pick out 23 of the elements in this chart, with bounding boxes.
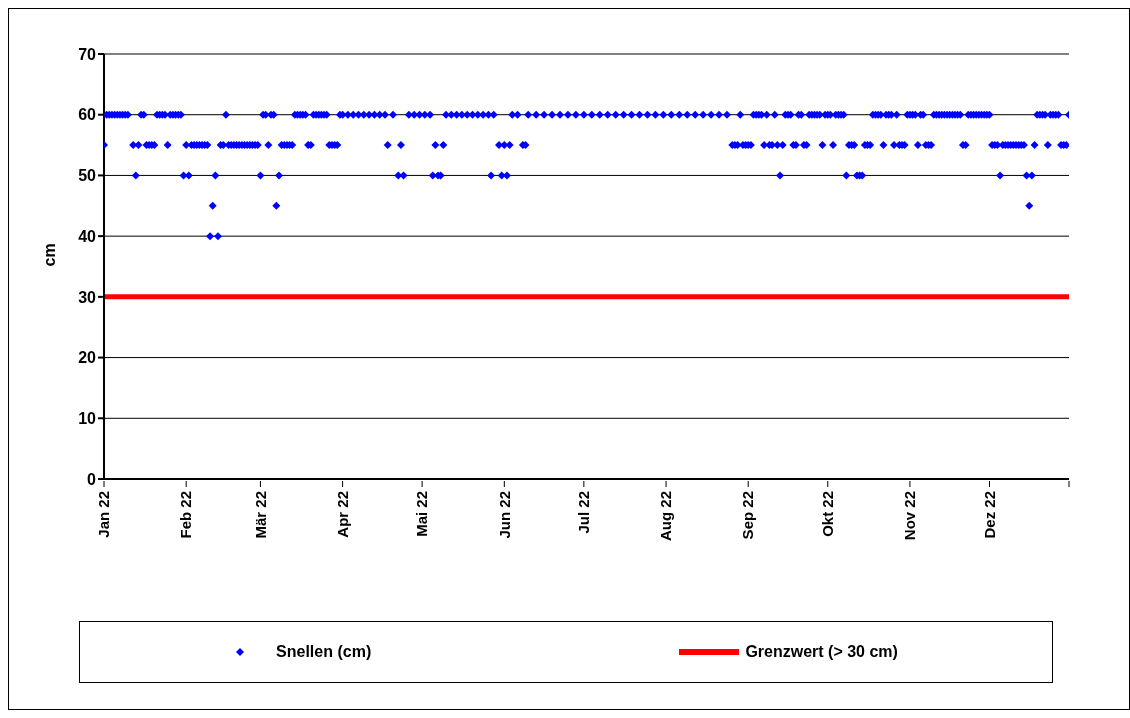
legend-label: Grenzwert (> 30 cm): [745, 643, 898, 661]
y-tick-label: 0: [87, 470, 97, 488]
y-tick-label: 40: [78, 227, 97, 245]
x-tick-label: Nov 22: [901, 491, 919, 541]
x-tick-label: Okt 22: [819, 491, 836, 537]
x-tick-label: Jun 22: [495, 491, 513, 539]
y-axis-title: cm: [40, 243, 58, 267]
x-tick-label: Aug 22: [657, 491, 675, 542]
x-tick-label: Jul 22: [575, 491, 593, 534]
y-tick-label: 50: [78, 167, 97, 185]
x-tick-label: Mai 22: [413, 491, 431, 537]
y-tick-label: 10: [78, 409, 97, 427]
legend-label: Snellen (cm): [276, 643, 372, 661]
y-tick-label: 70: [78, 45, 97, 63]
y-tick-label: 30: [78, 288, 97, 306]
y-tick-label: 20: [78, 349, 97, 367]
x-tick-label: Apr 22: [333, 491, 351, 538]
x-tick-label: Feb 22: [177, 491, 195, 539]
x-tick-label: Mär 22: [251, 491, 269, 539]
x-tick-label: Dez 22: [980, 491, 998, 539]
x-tick-label: Sep 22: [739, 491, 757, 540]
x-tick-label: Jan 22: [95, 491, 113, 538]
y-tick-label: 60: [78, 106, 97, 124]
